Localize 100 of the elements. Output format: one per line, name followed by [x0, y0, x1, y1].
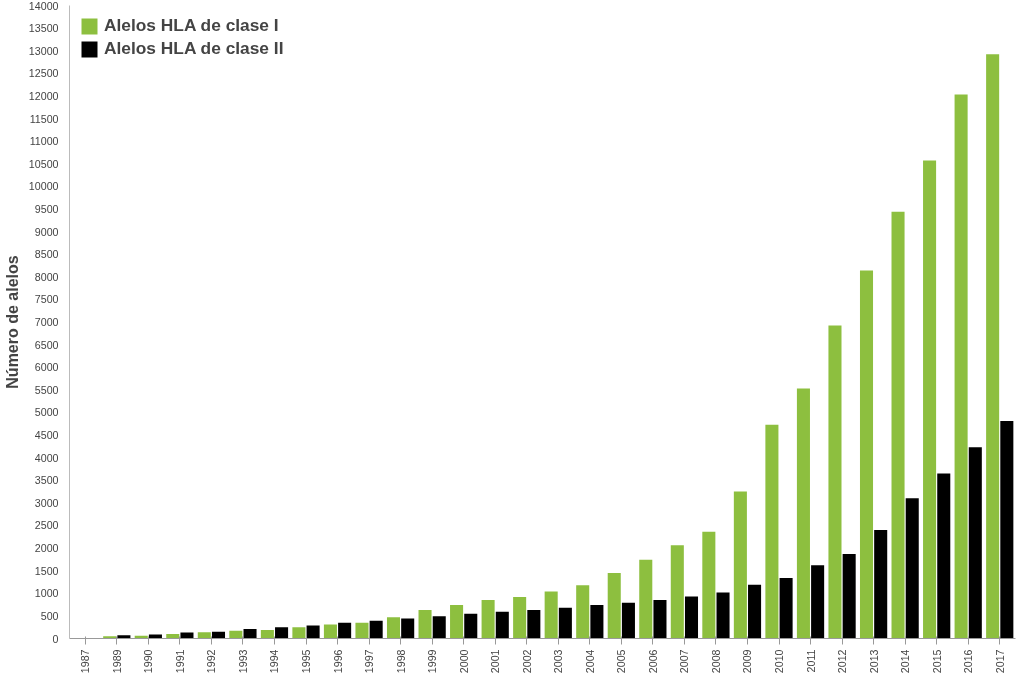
bar: [607, 572, 621, 639]
y-tick-label: 5000: [34, 406, 59, 419]
y-tick-label: 13500: [28, 22, 59, 35]
x-tick-label: 2008: [709, 649, 722, 674]
bar: [558, 607, 572, 639]
x-tick-label: 2011: [804, 649, 817, 673]
bar: [432, 616, 446, 639]
y-tick-label: 2000: [34, 542, 59, 555]
bar: [733, 491, 747, 639]
y-tick-label: 500: [40, 609, 59, 622]
bar: [292, 627, 306, 639]
y-tick-label: 4000: [34, 451, 59, 464]
x-tick-label: 1989: [110, 649, 123, 674]
bar: [779, 577, 793, 639]
bar: [481, 600, 495, 639]
bar: [748, 584, 762, 639]
bar: [639, 559, 653, 639]
x-tick-label: 2007: [678, 649, 691, 674]
x-tick-label: 1999: [426, 649, 439, 674]
x-tick-label: 2006: [646, 649, 659, 674]
x-tick-label: 2013: [867, 649, 880, 674]
x-tick-label: 2016: [962, 649, 975, 674]
bar: [859, 270, 874, 639]
bar: [117, 635, 131, 639]
legend-label: Alelos HLA de clase II: [104, 38, 284, 59]
bar: [275, 627, 289, 639]
x-tick-label: 1995: [300, 649, 312, 674]
bar: [842, 553, 856, 639]
legend-label: Alelos HLA de clase I: [104, 15, 279, 36]
x-tick-label: 1996: [331, 649, 344, 674]
bar: [243, 629, 257, 639]
bar: [796, 388, 810, 639]
bar: [874, 529, 888, 639]
bar: [527, 610, 541, 639]
y-tick-label: 9500: [34, 202, 59, 215]
bar: [495, 611, 509, 639]
x-tick-label: 1992: [205, 649, 218, 674]
y-axis-title: Número de alelos: [3, 255, 21, 389]
y-tick-label: 10500: [28, 157, 59, 170]
bar: [197, 632, 211, 639]
x-tick-label: 1993: [236, 649, 249, 674]
y-tick-label: 6500: [34, 338, 59, 351]
bar: [590, 605, 604, 639]
x-tick-label: 2010: [773, 649, 785, 674]
bar: [891, 211, 905, 639]
bar: [401, 618, 415, 639]
x-tick-label: 2015: [930, 649, 943, 674]
bar: [716, 592, 730, 639]
y-tick-label: 14000: [28, 0, 59, 12]
x-tick-label: 1987: [79, 649, 92, 674]
x-tick-label: 1997: [363, 649, 376, 674]
x-tick-label: 2009: [741, 649, 754, 674]
y-tick-label: 4500: [34, 429, 59, 442]
x-tick-label: 2017: [993, 649, 1006, 674]
y-tick-label: 1500: [34, 564, 59, 577]
bar: [765, 424, 779, 639]
x-tick-label: 2003: [552, 649, 565, 674]
y-tick-label: 5500: [34, 383, 59, 396]
x-tick-label: 2000: [457, 649, 470, 674]
y-tick-label: 10000: [28, 180, 59, 193]
y-tick-label: 11500: [29, 112, 59, 125]
bar: [355, 622, 369, 639]
bar: [702, 531, 716, 639]
y-tick-label: 8500: [34, 248, 59, 261]
bar: [954, 94, 968, 639]
y-tick-label: 2500: [34, 519, 59, 532]
bar: [513, 596, 527, 639]
y-tick-label: 7500: [34, 293, 59, 306]
bar: [811, 565, 825, 639]
x-tick-label: 1994: [268, 649, 281, 674]
y-tick-label: 9000: [34, 225, 59, 238]
bar: [323, 624, 337, 639]
bar: [418, 610, 432, 639]
x-tick-label: 2012: [836, 649, 849, 674]
x-tick-label: 2002: [520, 649, 533, 674]
y-tick-label: 12500: [28, 67, 59, 80]
x-tick-label: 2001: [489, 649, 502, 674]
bar: [386, 617, 401, 639]
bar: [464, 613, 478, 639]
bar: [923, 160, 937, 639]
bar: [828, 325, 842, 639]
x-tick-label: 1990: [142, 649, 155, 674]
y-tick-label: 13000: [28, 44, 59, 57]
x-tick-label: 2005: [615, 649, 628, 674]
bar: [306, 625, 320, 639]
y-tick-label: 12000: [28, 89, 59, 102]
bar: [937, 473, 951, 639]
y-tick-label: 3500: [34, 474, 59, 487]
bar: [260, 629, 274, 639]
y-tick-label: 6000: [34, 361, 59, 374]
bar: [968, 447, 982, 639]
bar: [544, 591, 558, 639]
x-tick-label: 2004: [583, 649, 596, 674]
bar: [369, 620, 383, 639]
y-tick-label: 7000: [34, 316, 59, 328]
x-tick-label: 1991: [173, 649, 186, 674]
y-tick-label: 3000: [34, 496, 59, 509]
bar: [670, 545, 684, 639]
bar: [576, 585, 590, 639]
bar: [338, 622, 352, 639]
